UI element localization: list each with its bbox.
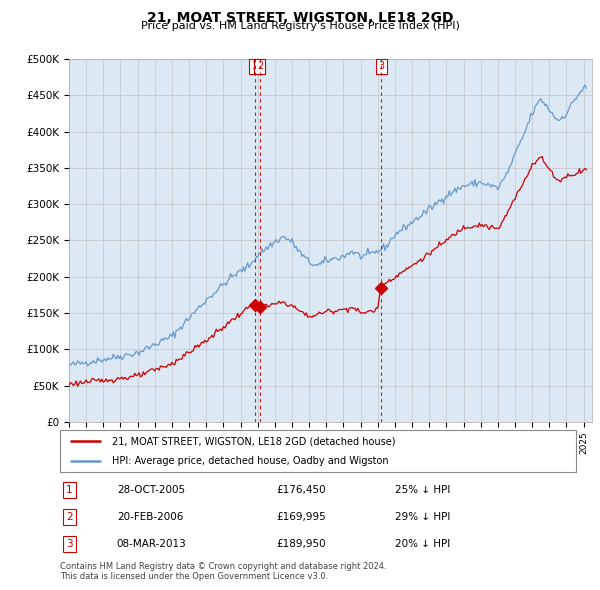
Text: HPI: Average price, detached house, Oadby and Wigston: HPI: Average price, detached house, Oadb… — [112, 457, 388, 466]
Text: 2: 2 — [257, 61, 263, 71]
Text: 28-OCT-2005: 28-OCT-2005 — [117, 485, 185, 495]
Text: Contains HM Land Registry data © Crown copyright and database right 2024.: Contains HM Land Registry data © Crown c… — [60, 562, 386, 571]
Text: £169,995: £169,995 — [277, 512, 326, 522]
Text: This data is licensed under the Open Government Licence v3.0.: This data is licensed under the Open Gov… — [60, 572, 328, 581]
Text: 21, MOAT STREET, WIGSTON, LE18 2GD (detached house): 21, MOAT STREET, WIGSTON, LE18 2GD (deta… — [112, 437, 395, 447]
Text: £189,950: £189,950 — [277, 539, 326, 549]
Text: 2: 2 — [66, 512, 73, 522]
Text: 25% ↓ HPI: 25% ↓ HPI — [395, 485, 451, 495]
Text: 3: 3 — [66, 539, 73, 549]
Text: 3: 3 — [378, 61, 384, 71]
Text: £176,450: £176,450 — [277, 485, 326, 495]
Text: Price paid vs. HM Land Registry's House Price Index (HPI): Price paid vs. HM Land Registry's House … — [140, 21, 460, 31]
Text: 20-FEB-2006: 20-FEB-2006 — [117, 512, 183, 522]
Text: 1: 1 — [251, 61, 257, 71]
Text: 21, MOAT STREET, WIGSTON, LE18 2GD: 21, MOAT STREET, WIGSTON, LE18 2GD — [147, 11, 453, 25]
Text: 08-MAR-2013: 08-MAR-2013 — [117, 539, 187, 549]
Text: 29% ↓ HPI: 29% ↓ HPI — [395, 512, 451, 522]
Text: 1: 1 — [66, 485, 73, 495]
Text: 20% ↓ HPI: 20% ↓ HPI — [395, 539, 451, 549]
FancyBboxPatch shape — [60, 430, 576, 472]
